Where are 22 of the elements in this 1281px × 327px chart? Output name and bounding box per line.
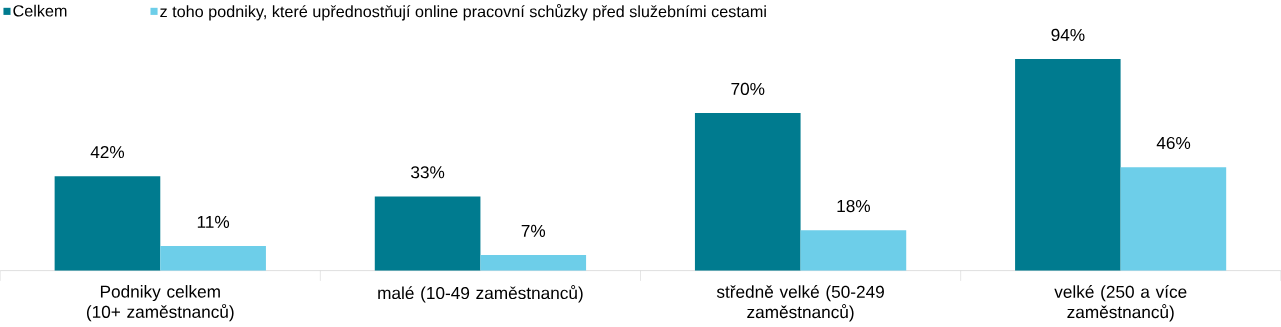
bar	[480, 254, 587, 271]
bar	[160, 245, 266, 271]
data-label: 42%	[90, 145, 125, 158]
legend-label: Celkem	[13, 4, 67, 17]
data-label: 70%	[731, 82, 765, 95]
x-tick-label: velké (250 a více zaměstnanců)	[1054, 284, 1187, 322]
data-label: 46%	[1156, 136, 1191, 149]
data-label: 94%	[1051, 28, 1085, 41]
bar	[800, 230, 907, 271]
bar	[1015, 58, 1121, 271]
bar	[374, 196, 481, 271]
data-label: 11%	[197, 215, 230, 228]
x-tick-label: středně velké (50-249 zaměstnanců)	[716, 284, 884, 322]
x-tick-label: Podniky celkem (10+ zaměstnanců)	[86, 284, 234, 322]
data-label: 18%	[837, 199, 871, 212]
x-tick-label: malé (10-49 zaměstnanců)	[378, 284, 583, 303]
data-label: 7%	[521, 224, 546, 237]
bar	[54, 176, 161, 271]
bar	[1120, 167, 1227, 271]
legend-label: z toho podniky, které upřednostňují online pracovní schůzky před služebními cestami	[160, 3, 766, 21]
bar	[694, 112, 801, 271]
data-label: 33%	[411, 166, 445, 179]
